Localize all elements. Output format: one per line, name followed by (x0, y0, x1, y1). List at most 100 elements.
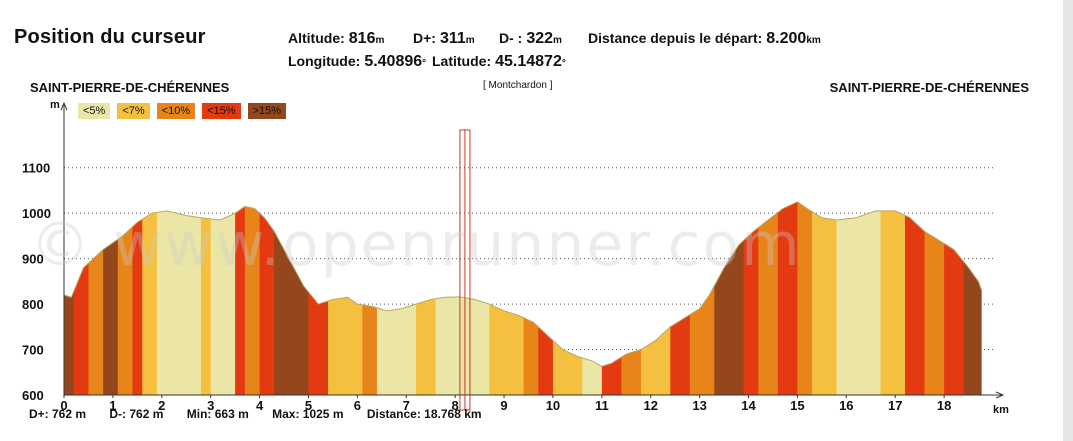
x-tick-label: 2 (158, 398, 165, 413)
x-tick-label: 18 (937, 398, 951, 413)
slope-band (714, 201, 745, 395)
x-tick-label: 0 (60, 398, 67, 413)
slope-band (435, 201, 490, 395)
slope-band (904, 201, 925, 395)
y-tick-label: 1100 (22, 161, 50, 176)
x-axis-arrow (995, 391, 1005, 399)
x-tick-label: 1 (109, 398, 116, 413)
profile-area (64, 201, 982, 395)
y-tick-label: 700 (22, 343, 44, 358)
x-tick-label: 4 (256, 398, 264, 413)
slope-band (743, 201, 759, 395)
summary-stats: D+: 762 m D-: 762 m Min: 663 m Max: 1025… (29, 407, 502, 421)
slope-band (328, 201, 363, 395)
x-tick-label: 5 (305, 398, 312, 413)
slope-band (156, 201, 202, 395)
slope-band (235, 201, 246, 395)
slope-band (797, 201, 813, 395)
slope-band (244, 201, 260, 395)
page-title: Position du curseur (14, 26, 206, 48)
dplus-unit: m (465, 35, 475, 46)
longitude-unit: ° (422, 58, 427, 69)
x-tick-label: 16 (839, 398, 853, 413)
x-tick-label: 17 (888, 398, 902, 413)
slope-band (132, 201, 143, 395)
window-edge (1063, 0, 1073, 441)
dminus-readout: D- :322m (499, 30, 562, 48)
stat-dminus: D-: 762 m (109, 407, 164, 421)
x-tick-label: 7 (403, 398, 410, 413)
legend-item-10: <10% (156, 103, 196, 119)
stat-min: Min: 663 m (186, 407, 249, 421)
distance-label: Distance depuis le départ: (588, 30, 763, 46)
legend-item-over15: >15% (247, 103, 287, 119)
profile-line (63, 201, 983, 367)
x-tick-label: 10 (546, 398, 560, 413)
slope-band (812, 201, 837, 395)
x-tick-label: 3 (207, 398, 214, 413)
y-tick-label: 1000 (22, 206, 51, 221)
slope-band (416, 201, 436, 395)
stat-distance: Distance: 18.768 km (366, 407, 482, 421)
y-tick-label: 600 (22, 388, 44, 403)
slope-band (640, 201, 671, 395)
longitude-label: Longitude: (288, 53, 361, 69)
slope-band (944, 201, 965, 395)
y-tick-label: 900 (22, 252, 44, 267)
slope-band (210, 201, 236, 395)
slope-band (489, 201, 525, 395)
slope-band (582, 201, 603, 395)
distance-value: 8.200 (766, 30, 807, 47)
dminus-label: D- : (499, 30, 523, 46)
x-tick-label: 15 (790, 398, 804, 413)
x-unit-label: km (993, 404, 1009, 416)
slope-band (200, 201, 212, 395)
dplus-readout: D+: 311m (413, 30, 475, 48)
slope-band (64, 201, 75, 395)
longitude-readout: Longitude: 5.40896° (288, 53, 426, 71)
end-town-label: SAINT-PIERRE-DE-CHÉRENNES (829, 80, 1029, 95)
stat-dplus: D+: 762 m (29, 407, 87, 421)
start-town-label: SAINT-PIERRE-DE-CHÉRENNES (30, 80, 230, 95)
altitude-readout: Altitude: 816m (288, 30, 384, 48)
legend-item-7: <7% (117, 103, 150, 119)
latitude-value: 45.14872 (495, 53, 562, 70)
x-tick-label: 6 (354, 398, 361, 413)
cursor-place-label: [ Montchardon ] (483, 80, 553, 91)
altitude-value: 816 (348, 30, 376, 47)
slope-legend: <5% <7% <10% <15% >15% (78, 103, 287, 119)
slope-band (538, 201, 554, 395)
slope-band (308, 201, 329, 395)
slope-band (670, 201, 691, 395)
slope-band (274, 201, 309, 395)
slope-band (777, 201, 798, 395)
slope-band (117, 201, 133, 395)
x-tick-label: 11 (595, 398, 609, 413)
y-axis-arrow (60, 101, 68, 111)
slope-band (103, 201, 119, 395)
x-tick-label: 9 (500, 398, 507, 413)
slope-band (880, 201, 906, 395)
slope-band (621, 201, 642, 395)
x-tick-label: 13 (692, 398, 706, 413)
slope-band (758, 201, 779, 395)
longitude-value: 5.40896 (364, 53, 423, 70)
y-tick-label: 800 (22, 297, 44, 312)
y-unit-label: m (50, 99, 60, 111)
slope-band (552, 201, 583, 395)
slope-band (376, 201, 417, 395)
slope-band (601, 201, 622, 395)
x-tick-label: 12 (644, 398, 658, 413)
slope-band (924, 201, 945, 395)
legend-item-5: <5% (78, 103, 111, 119)
latitude-unit: ° (561, 58, 566, 69)
slope-band (523, 201, 539, 395)
stat-max: Max: 1025 m (272, 407, 344, 421)
latitude-label: Latitude: (432, 53, 492, 69)
slope-band (259, 201, 275, 395)
legend-item-15: <15% (202, 103, 241, 119)
altitude-label: Altitude: (288, 30, 345, 46)
x-tick-label: 8 (452, 398, 459, 413)
distance-readout: Distance depuis le départ: 8.200km (588, 30, 821, 48)
